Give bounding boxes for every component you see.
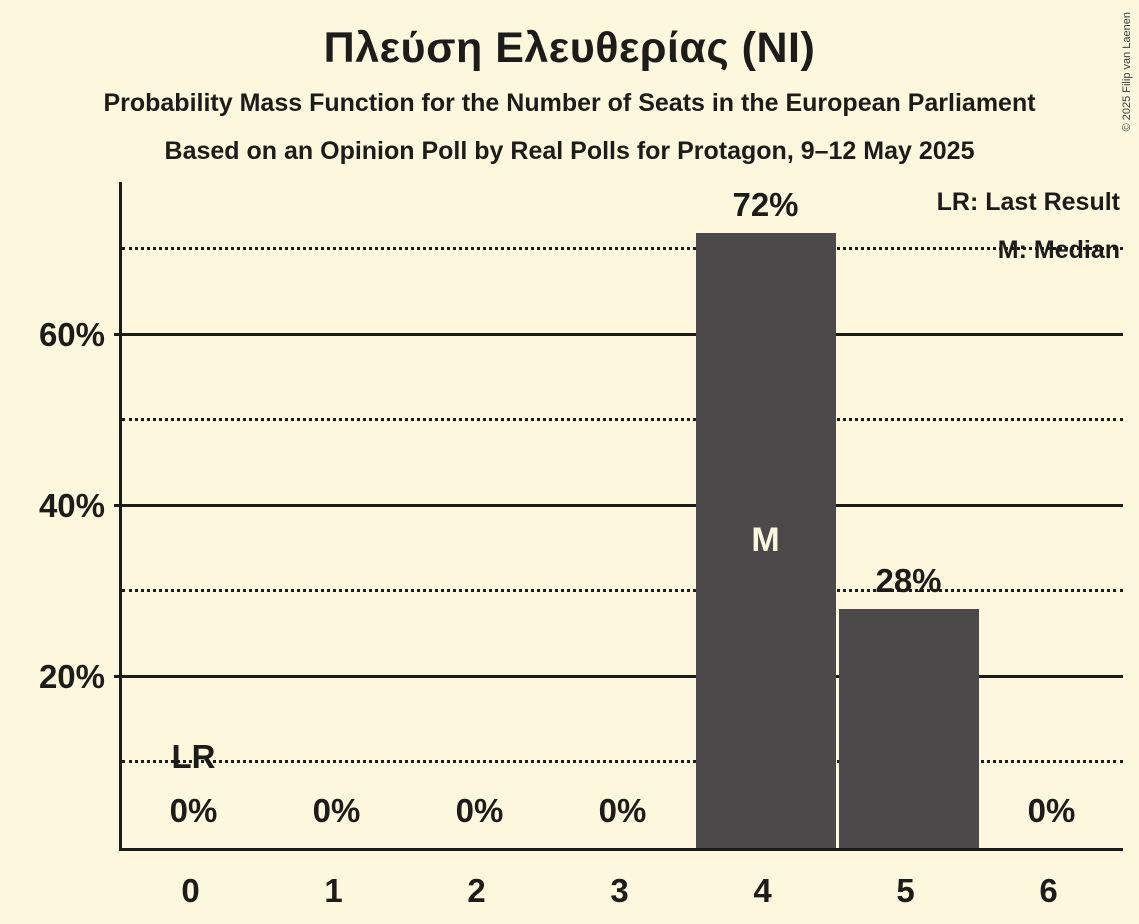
legend-last-result: LR: Last Result — [936, 188, 1120, 216]
value-label-seat-6: 0% — [1027, 792, 1076, 829]
gridline-dotted-50 — [122, 417, 1123, 421]
x-tick-5: 5 — [896, 872, 915, 909]
gridline-dotted-10 — [122, 759, 1123, 763]
x-tick-3: 3 — [610, 872, 629, 909]
legend-median: M: Median — [997, 236, 1120, 264]
x-tick-2: 2 — [467, 872, 486, 909]
y-tick-60: 60% — [38, 316, 105, 354]
chart-subtitle: Probability Mass Function for the Number… — [103, 89, 1036, 117]
gridline-solid-60 — [114, 333, 1123, 337]
gridline-solid-20 — [114, 675, 1123, 679]
value-label-seat-4: 72% — [732, 185, 799, 223]
x-tick-0: 0 — [181, 872, 200, 909]
last-result-marker: LR — [171, 738, 216, 775]
value-label-seat-0: 0% — [169, 792, 218, 829]
gridline-solid-40 — [114, 504, 1123, 508]
value-label-seat-1: 0% — [312, 792, 361, 829]
bar-seat-5 — [838, 608, 979, 848]
value-label-seat-3: 0% — [598, 792, 647, 829]
x-tick-4: 4 — [753, 872, 772, 909]
y-tick-40: 40% — [38, 487, 105, 525]
x-tick-6: 6 — [1039, 872, 1058, 909]
y-tick-20: 20% — [38, 658, 105, 696]
bar-seat-4 — [695, 232, 836, 848]
poll-source-line: Based on an Opinion Poll by Real Polls f… — [164, 137, 975, 165]
x-tick-1: 1 — [324, 872, 343, 909]
median-marker: M — [751, 521, 780, 559]
copyright-text: © 2025 Filip van Laenen — [1121, 12, 1133, 132]
chart-title: Πλεύση Ελευθερίας (NI) — [323, 24, 816, 72]
value-label-seat-2: 0% — [455, 792, 504, 829]
gridline-dotted-70 — [122, 247, 1123, 250]
gridline-dotted-30 — [122, 588, 1123, 592]
copyright-notice: © 2025 Filip van Laenen — [1121, 8, 1135, 158]
value-label-seat-5: 28% — [875, 561, 942, 599]
plot-area: 0% 0% 0% 0% 72% 28% 0% LR M — [114, 182, 1123, 851]
